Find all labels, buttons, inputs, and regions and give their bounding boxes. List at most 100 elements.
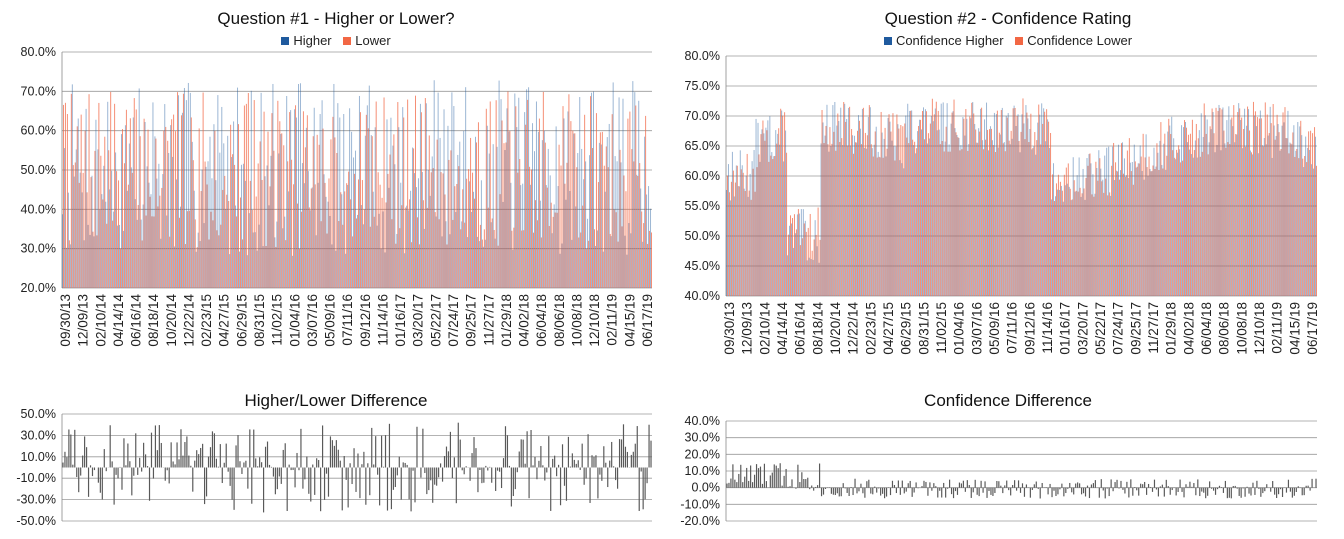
difference-bar: [899, 487, 901, 495]
bar-lower: [483, 229, 485, 288]
bar-lower: [866, 135, 868, 296]
bar-lower: [1223, 130, 1225, 296]
bar-higher: [964, 135, 966, 296]
bar-lower: [456, 183, 458, 288]
bar-higher: [1303, 167, 1305, 296]
bar-lower: [1150, 171, 1152, 296]
bar-lower: [1294, 156, 1296, 296]
y-tick-label: 20.0%: [21, 281, 56, 295]
bar-lower: [536, 220, 538, 288]
difference-bar: [885, 487, 888, 497]
bar-lower: [564, 183, 566, 288]
q2-chart-svg: 40.0%45.0%50.0%55.0%60.0%65.0%70.0%75.0%…: [685, 49, 1320, 355]
bar-lower: [192, 160, 194, 288]
bar-higher: [919, 119, 921, 297]
bar-higher: [1120, 170, 1121, 296]
legend-swatch-lower: [343, 37, 352, 45]
x-tick-label: 11/27/17: [481, 294, 496, 346]
difference-bar: [1252, 482, 1254, 488]
bar-higher: [412, 147, 414, 288]
bar-higher: [1269, 106, 1271, 297]
bar-higher: [1074, 191, 1076, 296]
bar-lower: [766, 130, 768, 296]
bar-higher: [203, 223, 205, 288]
difference-bar: [150, 432, 153, 468]
bar-lower: [1111, 165, 1113, 296]
difference-bar: [949, 479, 951, 488]
bar-higher: [995, 114, 997, 296]
bar-higher: [134, 199, 136, 288]
bar-higher: [634, 92, 636, 288]
x-tick-label: 02/11/19: [605, 294, 620, 346]
bar-lower: [1284, 107, 1286, 296]
bar-lower: [605, 146, 607, 288]
difference-bar: [1197, 479, 1199, 488]
difference-bar: [992, 487, 994, 496]
difference-bar: [500, 467, 503, 489]
x-tick-label: 01/16/17: [1058, 302, 1073, 355]
bar-higher: [962, 117, 964, 296]
bar-higher: [1204, 115, 1206, 296]
bar-lower: [752, 168, 754, 296]
difference-bar: [121, 467, 123, 490]
bar-lower: [1126, 150, 1128, 296]
bar-higher: [506, 108, 508, 288]
x-tick-label: 06/29/15: [899, 302, 914, 355]
bar-higher: [1196, 157, 1198, 296]
bar-higher: [1255, 126, 1257, 296]
x-tick-label: 08/18/14: [810, 302, 825, 355]
difference-bar: [769, 475, 771, 488]
bar-higher: [207, 161, 209, 288]
bar-higher: [136, 219, 138, 288]
bar-lower: [860, 144, 862, 296]
difference-bar: [771, 472, 773, 488]
difference-bar: [1258, 487, 1260, 489]
bar-lower: [306, 115, 308, 288]
bar-higher: [1230, 119, 1232, 296]
bar-higher: [109, 189, 111, 288]
difference-bar: [801, 472, 803, 488]
difference-bar: [323, 467, 326, 500]
bar-higher: [231, 157, 233, 288]
bar-lower: [251, 209, 253, 288]
bar-higher: [93, 236, 95, 288]
x-tick-label: 02/23/15: [863, 302, 878, 355]
difference-bar: [901, 480, 903, 488]
bar-higher: [1143, 179, 1145, 296]
difference-bar: [1175, 487, 1177, 496]
bar-lower: [460, 229, 462, 288]
difference-bar: [453, 457, 455, 468]
bar-lower: [730, 181, 732, 296]
bar-higher: [1307, 147, 1309, 296]
difference-bar: [516, 467, 518, 473]
difference-bar: [200, 447, 202, 468]
bar-lower: [173, 114, 175, 289]
y-tick-label: 30.0%: [685, 431, 720, 445]
bar-higher: [792, 247, 794, 296]
difference-bar: [988, 487, 990, 491]
bar-lower: [550, 202, 552, 288]
bar-higher: [327, 201, 329, 288]
bar-lower: [969, 116, 971, 296]
bar-lower: [369, 226, 371, 288]
bar-lower: [548, 225, 550, 288]
bar-lower: [1249, 130, 1251, 296]
difference-bar: [432, 467, 434, 503]
x-tick-label: 03/07/16: [969, 302, 984, 355]
bar-higher: [419, 103, 421, 289]
bar-higher: [508, 131, 510, 288]
difference-bar: [866, 481, 868, 488]
bar-higher: [846, 119, 848, 296]
bar-lower: [106, 223, 108, 288]
bar-lower: [979, 131, 981, 296]
difference-bar: [235, 445, 237, 468]
bar-higher: [757, 122, 759, 296]
bar-higher: [97, 149, 99, 288]
bar-higher: [1222, 107, 1224, 296]
x-tick-label: 05/22/17: [1093, 302, 1108, 355]
bar-lower: [224, 175, 226, 288]
x-tick-label: 04/14/14: [111, 294, 126, 347]
bar-higher: [404, 253, 406, 288]
difference-bar: [1029, 487, 1031, 498]
bar-lower: [902, 126, 904, 296]
